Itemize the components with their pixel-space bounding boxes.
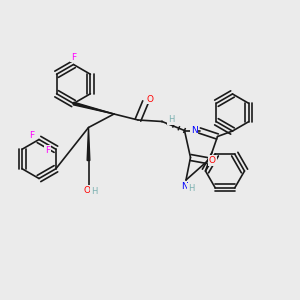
- Text: F: F: [45, 146, 50, 155]
- Text: N: N: [191, 126, 197, 135]
- Polygon shape: [87, 128, 90, 160]
- Text: H: H: [188, 184, 195, 193]
- Text: O: O: [83, 186, 91, 195]
- Text: F: F: [29, 130, 34, 140]
- Polygon shape: [73, 102, 114, 114]
- Text: F: F: [71, 52, 76, 62]
- Text: O: O: [146, 94, 154, 103]
- Text: H: H: [168, 116, 174, 124]
- Text: H: H: [91, 188, 98, 196]
- Text: O: O: [209, 156, 216, 165]
- Text: N: N: [181, 182, 188, 191]
